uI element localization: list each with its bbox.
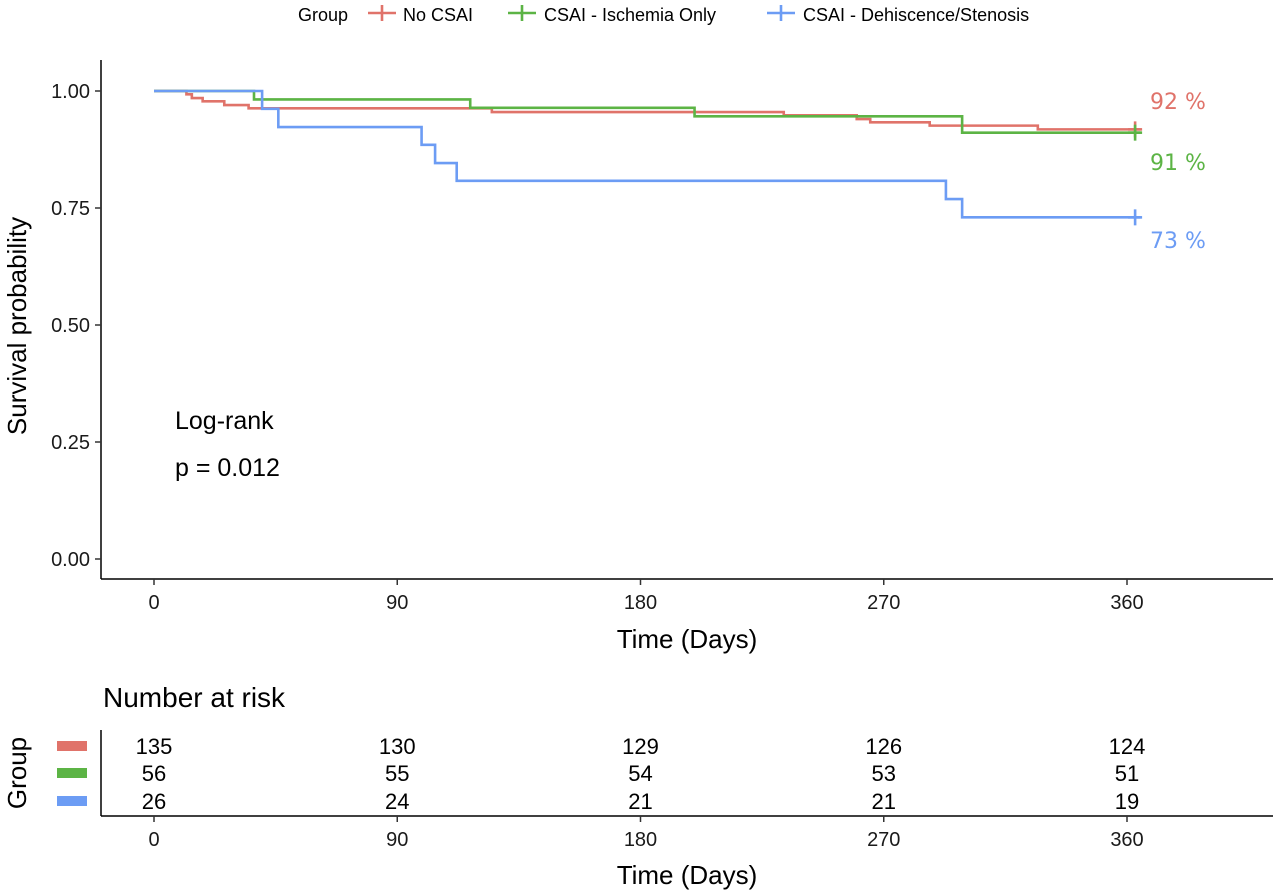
x-tick-label: 90	[386, 592, 408, 614]
risk-row-1: 135 130 129 126 124	[57, 734, 1145, 759]
legend-items: No CSAI CSAI - Ischemia Only CSAI - Dehisc…	[368, 5, 1029, 25]
risk-value: 129	[622, 734, 659, 759]
risk-value: 19	[1115, 789, 1139, 814]
y-axis-title: Survival probability	[2, 217, 32, 435]
risk-value: 124	[1109, 734, 1146, 759]
y-tick-label: 1.00	[51, 81, 90, 103]
legend-item-3: CSAI - Dehiscence/Stenosis	[767, 5, 1029, 25]
end-label-2: 91 %	[1150, 151, 1206, 176]
y-tick-label: 0.25	[51, 432, 90, 454]
risk-x-ticks: 0 90 180 270 360	[148, 816, 1144, 851]
end-labels: 92 % 91 % 73 %	[1150, 90, 1206, 254]
x-tick-label: 270	[867, 592, 900, 614]
x-tick-label: 180	[624, 592, 657, 614]
end-label-1: 92 %	[1150, 90, 1206, 115]
risk-value: 56	[142, 761, 166, 786]
risk-value: 54	[628, 761, 652, 786]
legend-item-2: CSAI - Ischemia Only	[508, 5, 716, 25]
risk-row-color-key	[57, 796, 87, 806]
risk-x-tick-label: 0	[148, 829, 159, 851]
x-tick-label: 0	[148, 592, 159, 614]
risk-table-title: Number at risk	[103, 682, 286, 713]
risk-row-3: 26 24 21 21 19	[57, 789, 1139, 814]
risk-x-tick-label: 180	[624, 829, 657, 851]
x-ticks: 0 90 180 270 360	[148, 579, 1144, 614]
pvalue-label: p = 0.012	[175, 454, 280, 482]
logrank-label: Log-rank	[175, 407, 274, 435]
legend-label: CSAI - Ischemia Only	[544, 5, 716, 25]
risk-x-tick-label: 90	[386, 829, 408, 851]
risk-value: 51	[1115, 761, 1139, 786]
risk-value: 130	[379, 734, 416, 759]
series-line-2	[154, 89, 1141, 134]
y-tick-label: 0.00	[51, 549, 90, 571]
risk-y-axis-title: Group	[2, 737, 32, 809]
legend-item-1: No CSAI	[368, 5, 473, 25]
risk-value: 26	[142, 789, 166, 814]
y-tick-label: 0.50	[51, 315, 90, 337]
legend-title: Group	[298, 5, 348, 25]
censor-mark	[1128, 124, 1143, 141]
x-tick-label: 360	[1110, 592, 1143, 614]
y-ticks: 0.00 0.25 0.50 0.75 1.00	[51, 81, 101, 571]
risk-x-tick-label: 360	[1110, 829, 1143, 851]
survival-curves	[154, 89, 1143, 226]
series-line-1	[154, 89, 1141, 131]
end-label-3: 73 %	[1150, 229, 1206, 254]
risk-x-axis-title: Time (Days)	[617, 860, 758, 890]
risk-value: 21	[872, 789, 896, 814]
risk-table: Number at risk Group 135 130 129 126 124 56 55…	[2, 682, 1273, 890]
risk-rows: 135 130 129 126 124 56 55 54 53 51 26 24 21 21 19	[57, 734, 1145, 814]
risk-value: 53	[872, 761, 896, 786]
legend-label: No CSAI	[403, 5, 473, 25]
risk-value: 55	[385, 761, 409, 786]
risk-value: 21	[628, 789, 652, 814]
x-axis-title: Time (Days)	[617, 624, 758, 654]
risk-value: 135	[136, 734, 173, 759]
risk-x-tick-label: 270	[867, 829, 900, 851]
legend: Group No CSAI CSAI - Ischemia Only CSAI - …	[298, 5, 1029, 25]
main-plot-axes: 0.00 0.25 0.50 0.75 1.00 0 90 180 270 360 Time (…	[2, 60, 1273, 654]
legend-label: CSAI - Dehiscence/Stenosis	[803, 5, 1029, 25]
risk-row-2: 56 55 54 53 51	[57, 761, 1139, 786]
risk-row-color-key	[57, 768, 87, 778]
risk-row-color-key	[57, 741, 87, 751]
risk-value: 126	[865, 734, 902, 759]
censor-mark	[1128, 209, 1143, 226]
risk-value: 24	[385, 789, 409, 814]
y-tick-label: 0.75	[51, 198, 90, 220]
series-line-3	[154, 89, 1141, 219]
